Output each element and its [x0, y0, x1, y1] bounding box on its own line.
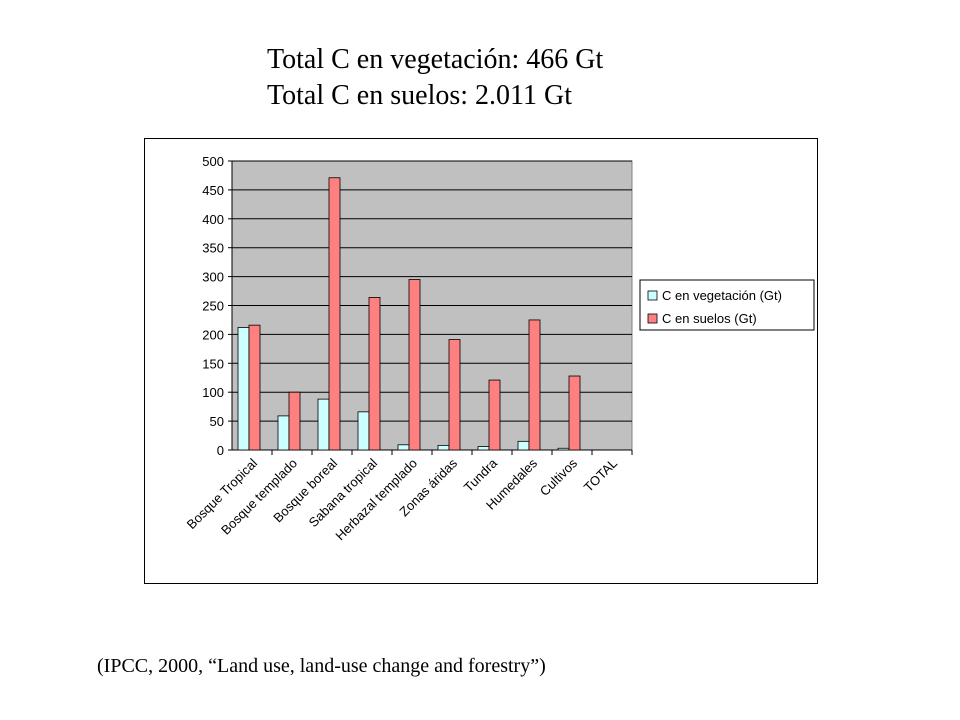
x-tick-label: Bosque Tropical	[184, 455, 261, 532]
total-vegetation-text: Total C en vegetación: 466 Gt	[267, 44, 604, 75]
bar-vegetation	[477, 446, 490, 451]
legend-box	[639, 279, 815, 331]
y-tick-label: 400	[202, 212, 224, 227]
chart-area: 0 50 100 150 200 250 300 350 400 450 500 Bosque Tro…	[144, 138, 818, 584]
bar-soil	[408, 279, 421, 451]
y-tick-label: 500	[202, 154, 224, 169]
bar-vegetation	[397, 444, 410, 451]
legend-label: C en suelos (Gt)	[662, 311, 757, 326]
source-citation: (IPCC, 2000, “Land use, land-use change …	[97, 655, 546, 677]
bar-soil	[288, 391, 301, 451]
y-tick-label: 0	[217, 443, 224, 458]
bar-soil	[528, 319, 541, 451]
x-tick-label: Sabana tropical	[306, 455, 381, 530]
bar-chart: 0 50 100 150 200 250 300 350 400 450 500 Bosque Tro…	[184, 154, 815, 543]
bar-soil	[488, 379, 501, 451]
y-tick-label: 200	[202, 327, 224, 342]
y-tick-label: 50	[210, 414, 224, 429]
bar-soil	[328, 177, 341, 451]
y-tick-label: 350	[202, 241, 224, 256]
bar-soil	[568, 375, 581, 451]
legend-swatch-soil	[647, 313, 658, 324]
bar-vegetation	[277, 415, 290, 451]
legend-label: C en vegetación (Gt)	[662, 288, 782, 303]
legend-swatch-vegetation	[647, 290, 658, 301]
bar-vegetation	[357, 411, 370, 451]
bar-soil	[368, 297, 381, 451]
y-tick-label: 300	[202, 270, 224, 285]
x-tick-label: Cultivos	[537, 455, 581, 499]
bar-vegetation	[237, 327, 250, 451]
bar-vegetation	[557, 447, 570, 451]
bar-vegetation	[317, 398, 330, 451]
y-tick-label: 450	[202, 183, 224, 198]
x-tick-label: Tundra	[461, 455, 501, 495]
bar-soil	[248, 324, 261, 451]
y-tick-label: 250	[202, 299, 224, 314]
bar-soil	[448, 339, 461, 451]
total-soil-text: Total C en suelos: 2.011 Gt	[267, 80, 572, 111]
x-tick-label: TOTAL	[581, 456, 620, 495]
bar-vegetation	[437, 444, 450, 451]
bar-vegetation	[517, 440, 530, 451]
y-tick-label: 150	[202, 356, 224, 371]
chart-header: Total C en vegetación: 466 Gt Total C en…	[267, 42, 603, 114]
y-tick-label: 100	[202, 385, 224, 400]
